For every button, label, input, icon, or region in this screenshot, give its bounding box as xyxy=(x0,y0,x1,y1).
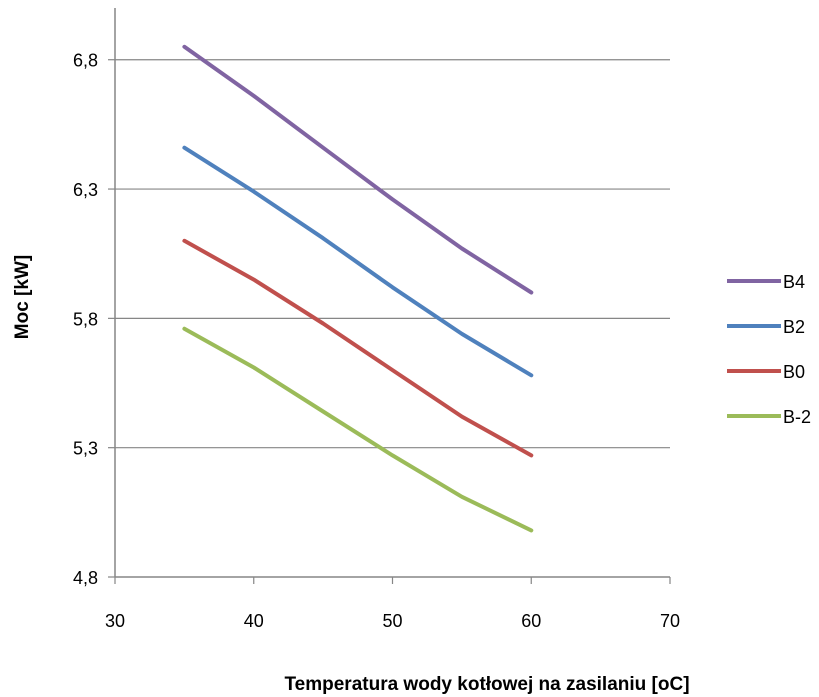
x-tick-label: 70 xyxy=(660,611,680,631)
series-line-b0 xyxy=(182,238,534,458)
x-tick-label: 50 xyxy=(382,611,402,631)
legend-label: B4 xyxy=(783,272,805,292)
y-tick-label: 5,8 xyxy=(73,309,98,329)
series-line-b2 xyxy=(182,145,534,378)
y-tick-label: 5,3 xyxy=(73,439,98,459)
x-axis-title: Temperatura wody kotłowej na zasilaniu [… xyxy=(284,674,689,695)
x-tick-label: 30 xyxy=(105,611,125,631)
y-axis-title: Moc [kW] xyxy=(12,255,33,339)
y-tick-label: 6,8 xyxy=(73,51,98,71)
x-tick-label: 40 xyxy=(244,611,264,631)
legend-label: B0 xyxy=(783,362,805,382)
legend-label: B-2 xyxy=(783,407,811,427)
legend-label: B2 xyxy=(783,317,805,337)
y-tick-label: 6,3 xyxy=(73,180,98,200)
x-tick-label: 60 xyxy=(521,611,541,631)
y-tick-label: 4,8 xyxy=(73,568,98,588)
legend: B4 B2 B0 B-2 xyxy=(727,272,811,427)
series-lines xyxy=(182,44,534,533)
grid-lines xyxy=(115,59,670,449)
series-line-b-2 xyxy=(182,326,534,533)
series-line-b4 xyxy=(182,44,534,295)
x-tick-labels: 30 40 50 60 70 xyxy=(105,577,680,631)
y-tick-labels: 4,8 5,3 5,8 6,3 6,8 xyxy=(73,51,115,588)
